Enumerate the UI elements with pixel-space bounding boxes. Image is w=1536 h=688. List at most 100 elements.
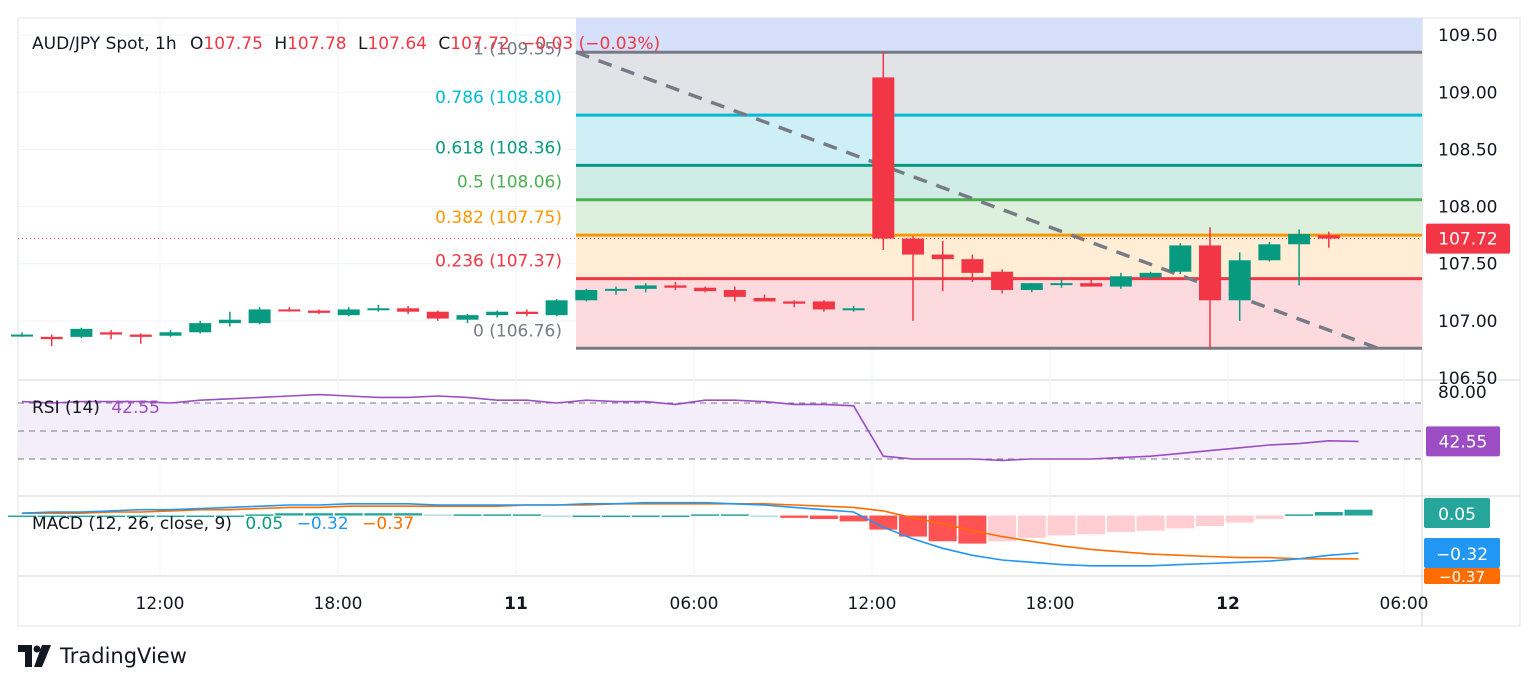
symbol-label: AUD/JPY Spot, 1h (32, 34, 177, 54)
macd-signal-line (22, 503, 1359, 560)
candle-body (308, 310, 330, 313)
candle-body (812, 301, 835, 310)
current-price-badge (1426, 223, 1510, 254)
fib-zone-0.618 (576, 165, 1422, 200)
macd-hist-bar (1225, 515, 1254, 523)
macd-hist-bar (1344, 509, 1373, 516)
fib-label-0.5: 0.5 (108.06) (457, 173, 562, 193)
candle-body (575, 290, 598, 301)
macd-signal-badge (1424, 568, 1500, 584)
candle-body (1109, 276, 1132, 287)
fib-label-0.382: 0.382 (107.75) (435, 208, 562, 228)
candle-body (367, 308, 390, 311)
macd-hist-bar (215, 515, 244, 518)
candle-body (426, 311, 449, 319)
tradingview-logo[interactable]: TradingView (18, 644, 187, 668)
candle-body (1020, 283, 1043, 290)
candle-body (872, 77, 895, 239)
candle-body (40, 336, 63, 340)
macd-hist-bar (1314, 512, 1343, 516)
candle-body (189, 323, 212, 333)
rsi-badge-label: 42.55 (1439, 432, 1488, 452)
change-value: −0.03 (−0.03%) (521, 34, 661, 54)
macd-hist-bar (275, 513, 304, 516)
macd-hist-bar (334, 513, 363, 516)
candle-body (664, 285, 687, 288)
macd-hist-bar (67, 515, 96, 518)
open-label: O (190, 34, 204, 54)
candle-body (634, 285, 657, 289)
macd-signal-badge-label: −0.37 (1439, 568, 1485, 586)
time-tick: 06:00 (1380, 594, 1429, 614)
candle-body (1228, 260, 1251, 301)
candle-body (1288, 234, 1311, 245)
macd-label: MACD (12, 26, close, 9) (32, 514, 232, 534)
macd-hist-bar (186, 515, 215, 518)
macd-hist-bar (809, 515, 838, 520)
macd-hist-bar (928, 515, 957, 542)
macd-hist-bar (97, 515, 126, 518)
fib-zone-0.382 (576, 235, 1422, 279)
macd-hist-bar (245, 514, 274, 516)
time-tick: 12 (1216, 594, 1240, 614)
price-tick: 109.00 (1438, 83, 1497, 103)
macd-hist-bar (37, 515, 66, 518)
candle-body (100, 332, 123, 335)
macd-hist-value: 0.05 (245, 514, 284, 534)
close-label: C (438, 34, 451, 54)
candle-body (1050, 283, 1073, 286)
macd-hist-bar (631, 515, 660, 518)
candle-body (902, 238, 924, 255)
candle-body (1199, 245, 1221, 301)
candle-body (545, 300, 568, 316)
candle-body (11, 334, 33, 337)
rsi-label: RSI (14) (32, 398, 100, 418)
macd-hist-bar (423, 514, 452, 516)
macd-hist-bar (720, 514, 749, 516)
price-tick: 107.50 (1438, 255, 1497, 275)
macd-hist-badge (1424, 498, 1490, 528)
candle-body (159, 332, 182, 336)
fib-label-0.618: 0.618 (108.36) (435, 138, 562, 158)
candle-body (456, 315, 479, 320)
candle-body (70, 328, 93, 337)
candle-body (931, 254, 954, 260)
macd-signal-value: −0.37 (362, 514, 415, 534)
macd-hist-bar (661, 515, 690, 518)
candle-body (248, 309, 271, 324)
macd-hist-bar (156, 515, 185, 518)
rsi-tick: 80.00 (1438, 383, 1487, 403)
candle-body (605, 288, 627, 291)
macd-hist-bar (1136, 515, 1165, 531)
candle-body (1080, 283, 1103, 287)
macd-line-value: −0.32 (296, 514, 349, 534)
macd-hist-bar (958, 515, 987, 544)
candle-body (842, 308, 865, 311)
candle-body (694, 287, 717, 292)
candle-body (1139, 272, 1162, 278)
macd-hist-bar (691, 514, 720, 516)
low-label: L (358, 34, 368, 54)
time-tick: 18:00 (1026, 594, 1075, 614)
macd-hist-bar (780, 515, 809, 518)
rsi-value: 42.55 (111, 398, 160, 418)
candle-body (486, 311, 509, 316)
open-value: 107.75 (203, 34, 263, 54)
candle-body (1317, 235, 1340, 239)
fib-label-1: 1 (109.35) (473, 39, 562, 59)
candle-body (723, 290, 746, 297)
low-value: 107.64 (367, 34, 427, 54)
macd-hist-bar (1017, 515, 1046, 538)
price-legend: AUD/JPY Spot, 1h O107.75 H107.78 L107.64… (32, 34, 660, 54)
macd-hist-bar (1255, 515, 1284, 520)
macd-hist-bar (453, 514, 482, 516)
macd-hist-bar (394, 513, 423, 516)
price-tick: 108.00 (1438, 198, 1497, 218)
high-value: 107.78 (287, 34, 347, 54)
macd-hist-bar (305, 513, 333, 516)
time-tick: 06:00 (670, 594, 719, 614)
macd-hist-bar (126, 515, 155, 518)
macd-line-badge-label: −0.32 (1436, 545, 1488, 565)
candle-body (397, 308, 420, 312)
